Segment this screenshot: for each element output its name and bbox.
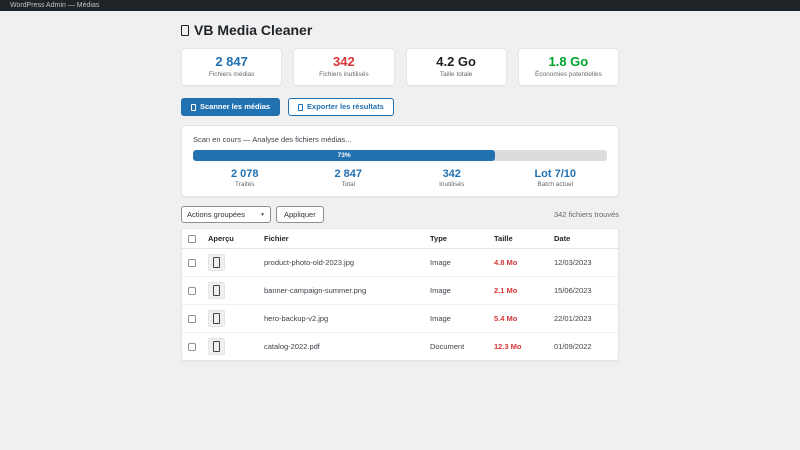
- admin-bar-title: WordPress Admin — Médias: [10, 2, 100, 9]
- row-checkbox[interactable]: [188, 259, 196, 268]
- col-header-size: Taille: [488, 229, 548, 250]
- scan-progress-panel: Scan en cours — Analyse des fichiers méd…: [181, 125, 619, 197]
- chevron-down-icon: ▼: [260, 211, 265, 218]
- page-title-text: VB Media Cleaner: [194, 22, 313, 38]
- table-header-row: Aperçu Fichier Type Taille Date: [182, 229, 618, 250]
- file-size: 12.3 Mo: [488, 332, 548, 361]
- page-title: VB Media Cleaner: [181, 22, 619, 38]
- scan-stat-processed: 2 078 Traités: [193, 168, 297, 188]
- file-type: Image: [424, 276, 488, 305]
- stat-label: Taille totale: [439, 71, 473, 78]
- stat-value: 2 847: [215, 54, 248, 69]
- select-all-checkbox[interactable]: [188, 235, 196, 244]
- bulk-actions-selected-value: Actions groupées: [187, 210, 245, 219]
- content-column: VB Media Cleaner 2 847 Fichiers médias 3…: [181, 11, 619, 362]
- thumbnail-placeholder: [208, 254, 225, 272]
- thumbnail-placeholder: [208, 282, 225, 300]
- export-icon: [298, 103, 304, 111]
- scan-status-text: Scan en cours — Analyse des fichiers méd…: [193, 135, 352, 144]
- scan-stat-batch: Lot 7/10 Batch actuel: [504, 168, 608, 188]
- scan-stat-label: Batch actuel: [537, 181, 574, 188]
- stat-value: 4.2 Go: [436, 54, 476, 69]
- scan-stat-label: Inutilisés: [439, 181, 465, 188]
- progress-percent-label: 73%: [337, 152, 351, 159]
- table-row: product-photo-old-2023.jpg Image 4.8 Mo …: [182, 249, 618, 277]
- stat-card-potential-savings: 1.8 Go Économies potentielles: [517, 48, 619, 86]
- media-files-table-panel: Aperçu Fichier Type Taille Date product-…: [181, 228, 619, 362]
- export-results-button[interactable]: Exporter les résultats: [288, 98, 394, 116]
- file-name: hero-backup-v2.jpg: [258, 304, 424, 333]
- media-files-table: Aperçu Fichier Type Taille Date product-…: [182, 229, 618, 361]
- scan-stat-unused: 342 Inutilisés: [400, 168, 504, 188]
- files-found-count: 342 fichiers trouvés: [553, 210, 619, 219]
- table-row: catalog-2022.pdf Document 12.3 Mo 01/09/…: [182, 332, 618, 361]
- apply-button[interactable]: Appliquer: [276, 206, 324, 223]
- scan-stat-value: 2 078: [230, 168, 259, 180]
- file-type: Image: [424, 304, 488, 333]
- stat-card-total-size: 4.2 Go Taille totale: [405, 48, 507, 86]
- col-header-date: Date: [548, 229, 618, 250]
- table-row: hero-backup-v2.jpg Image 5.4 Mo 22/01/20…: [182, 304, 618, 333]
- file-name: catalog-2022.pdf: [258, 332, 424, 361]
- scan-stat-value: 2 847: [334, 168, 363, 180]
- file-size: 4.8 Mo: [494, 258, 518, 268]
- file-date: 15/06/2023: [548, 276, 618, 305]
- scan-stat-value: Lot 7/10: [534, 168, 577, 180]
- bulk-actions-select[interactable]: Actions groupées ▼: [181, 206, 271, 223]
- col-header-type: Type: [424, 229, 488, 250]
- scan-stat-label: Total: [341, 181, 356, 188]
- row-checkbox[interactable]: [188, 343, 196, 352]
- stat-cards-row: 2 847 Fichiers médias 342 Fichiers inuti…: [181, 48, 619, 86]
- file-type: Image: [430, 258, 451, 268]
- stat-card-media-files: 2 847 Fichiers médias: [181, 48, 283, 86]
- scan-stats-row: 2 078 Traités 2 847 Total 342 Inutilisés…: [193, 168, 607, 188]
- stat-label: Fichiers inutilisés: [319, 71, 369, 78]
- row-checkbox[interactable]: [188, 287, 196, 296]
- col-header-file: Fichier: [258, 229, 424, 250]
- col-header-preview: Aperçu: [202, 229, 258, 250]
- export-button-label: Exporter les résultats: [307, 102, 384, 111]
- file-type: Document: [424, 332, 488, 361]
- stat-label: Fichiers médias: [208, 71, 255, 78]
- stat-value: 1.8 Go: [548, 54, 589, 69]
- bulk-actions-row: Actions groupées ▼ Appliquer 342 fichier…: [181, 206, 619, 223]
- file-size: 5.4 Mo: [488, 304, 548, 333]
- scan-stat-label: Traités: [234, 181, 255, 188]
- scan-icon: [191, 103, 196, 111]
- scan-stat-value: 342: [442, 168, 461, 180]
- file-date: 01/09/2022: [548, 332, 618, 361]
- file-date: 12/03/2023: [554, 258, 592, 268]
- thumbnail-placeholder: [208, 310, 225, 328]
- stat-card-unused-files: 342 Fichiers inutilisés: [293, 48, 395, 86]
- file-name: banner-campaign-summer.png: [258, 276, 424, 305]
- scan-media-button[interactable]: Scanner les médias: [181, 98, 281, 116]
- document-icon: [213, 341, 220, 353]
- stat-label: Économies potentielles: [534, 71, 602, 78]
- table-row: banner-campaign-summer.png Image 2.1 Mo …: [182, 276, 618, 305]
- broom-icon: [181, 24, 189, 36]
- file-name: product-photo-old-2023.jpg: [264, 258, 355, 268]
- thumbnail-placeholder: [208, 338, 225, 356]
- image-icon: [213, 313, 220, 325]
- file-date: 22/01/2023: [548, 304, 618, 333]
- stat-value: 342: [333, 54, 355, 69]
- action-buttons-row: Scanner les médias Exporter les résultat…: [181, 98, 619, 116]
- scan-stat-total: 2 847 Total: [297, 168, 401, 188]
- bulk-actions-left: Actions groupées ▼ Appliquer: [181, 206, 324, 223]
- image-icon: [213, 257, 220, 269]
- progress-fill: 73%: [193, 150, 496, 161]
- admin-bar: WordPress Admin — Médias: [0, 0, 800, 11]
- row-checkbox[interactable]: [188, 315, 196, 324]
- scan-button-label: Scanner les médias: [200, 102, 271, 111]
- progress-bar-track: 73%: [193, 150, 607, 161]
- image-icon: [213, 285, 220, 297]
- file-size: 2.1 Mo: [488, 276, 548, 305]
